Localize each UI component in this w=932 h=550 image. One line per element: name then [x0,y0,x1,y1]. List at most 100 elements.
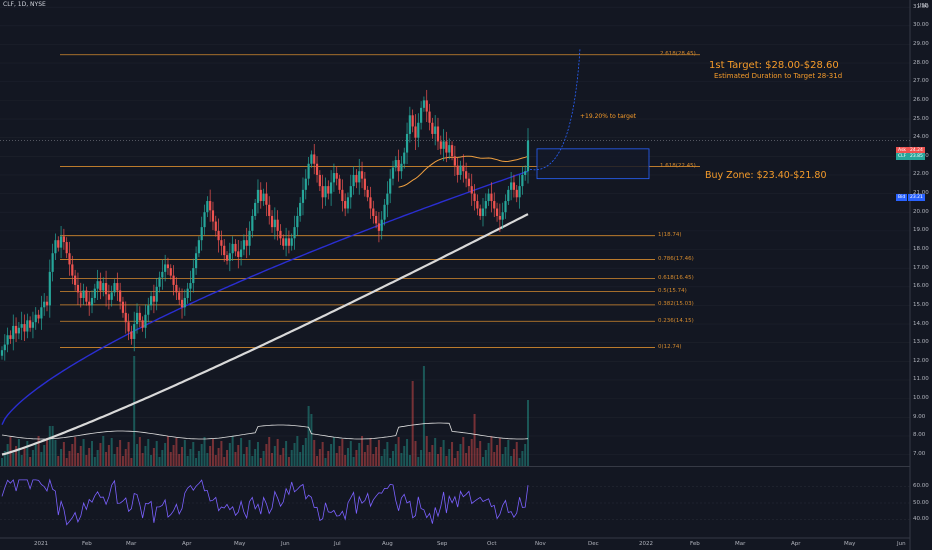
volume-bar [431,445,434,466]
candle-body [287,238,291,246]
volume-bar [467,446,470,466]
volume-bar [169,452,172,466]
volume-bar [355,450,358,466]
volume-bar [327,451,330,466]
y-tick-label: 27.00 [913,78,929,85]
target-duration: Estimated Duration to Target 28-31d [714,72,843,80]
candle-body [428,111,431,123]
candle-body [526,140,530,172]
volume-bar [372,454,375,466]
buy-zone-label: Buy Zone: $23.40-$21.80 [705,170,827,181]
x-tick-label: May [844,541,856,547]
candle-body [273,219,276,228]
volume-bar [442,440,445,466]
volume-bar [48,426,51,466]
volume-bar [330,444,333,466]
volume-bar [54,440,57,466]
volume-bar [512,449,515,466]
volume-bar [496,445,499,466]
volume-bar [369,438,372,466]
pct-to-target-label: +19.20% to target [580,113,636,120]
volume-bar [178,454,181,466]
volume-bar [434,438,437,466]
candle-body [434,126,437,134]
volume-bar [304,438,307,466]
candle-body [31,322,35,328]
candle-body [138,312,141,321]
x-tick-label: Oct [487,541,497,547]
fib-label: 0(12.74) [658,344,682,351]
candle-body [237,251,240,257]
candle-body [121,301,125,313]
y-tick-label: 10.00 [913,395,929,402]
candle-body [293,227,296,239]
volume-bar [102,436,105,466]
volume-bar [259,458,262,466]
volume-bar [318,449,321,466]
volume-bar [524,444,527,466]
chart-header: CLF, 1D, NYSE [3,1,46,8]
volume-bar [51,426,54,466]
candle-body [324,186,327,198]
candle-body [481,208,485,216]
x-tick-label: Mar [735,541,746,547]
candle-body [524,171,527,175]
volume-bar [316,456,319,466]
volume-bar [493,452,496,466]
volume-bar [93,457,96,466]
candle-body [119,290,122,302]
candle-body [344,201,347,209]
candle-body [183,297,186,308]
volume-bar [436,454,439,466]
volume-bar [375,447,378,466]
candle-body [467,178,471,187]
volume-bar [476,448,479,466]
candle-body [397,160,400,172]
volume-bar [358,443,361,466]
candle-body [330,182,333,194]
candle-body [203,212,206,228]
candle-body [442,141,445,149]
candle-body [422,100,426,108]
candle-body [417,122,420,138]
volume-bar [136,444,139,466]
candle-body [20,324,23,328]
candle-body [470,186,473,194]
candle-body [197,240,200,254]
buy-zone [0,140,910,180]
buy-zone-box [536,148,650,180]
volume-bar [279,455,282,466]
volume-bar [352,457,355,466]
candle-body [400,163,403,172]
volume-bar [439,447,442,466]
candle-body [169,268,172,276]
candle-body [51,253,54,272]
candle-body [459,165,462,175]
volume-bar [285,441,288,466]
y-tick-label: 13.00 [913,339,929,346]
volume-bar [321,442,324,466]
candle-body [411,115,414,127]
y-tick-label: 28.00 [913,59,929,66]
volume-bar [465,453,468,466]
candle-body [104,283,108,295]
candle-body [296,215,299,228]
volume-bar [422,366,425,466]
candle-body [62,236,65,243]
candle-body [518,186,521,198]
volume-bar [141,453,144,466]
candle-body [133,324,136,339]
volume-bar [324,458,327,466]
candle-body [372,208,375,216]
candle-body [363,178,366,190]
grid [0,0,911,550]
volume-bar [34,443,37,466]
volume-bar [43,445,46,466]
candle-body [420,107,423,123]
candle-body [149,296,153,306]
candle-body [107,294,110,300]
candle-body [14,325,18,334]
candle-body [358,171,361,183]
candle-body [445,141,448,153]
